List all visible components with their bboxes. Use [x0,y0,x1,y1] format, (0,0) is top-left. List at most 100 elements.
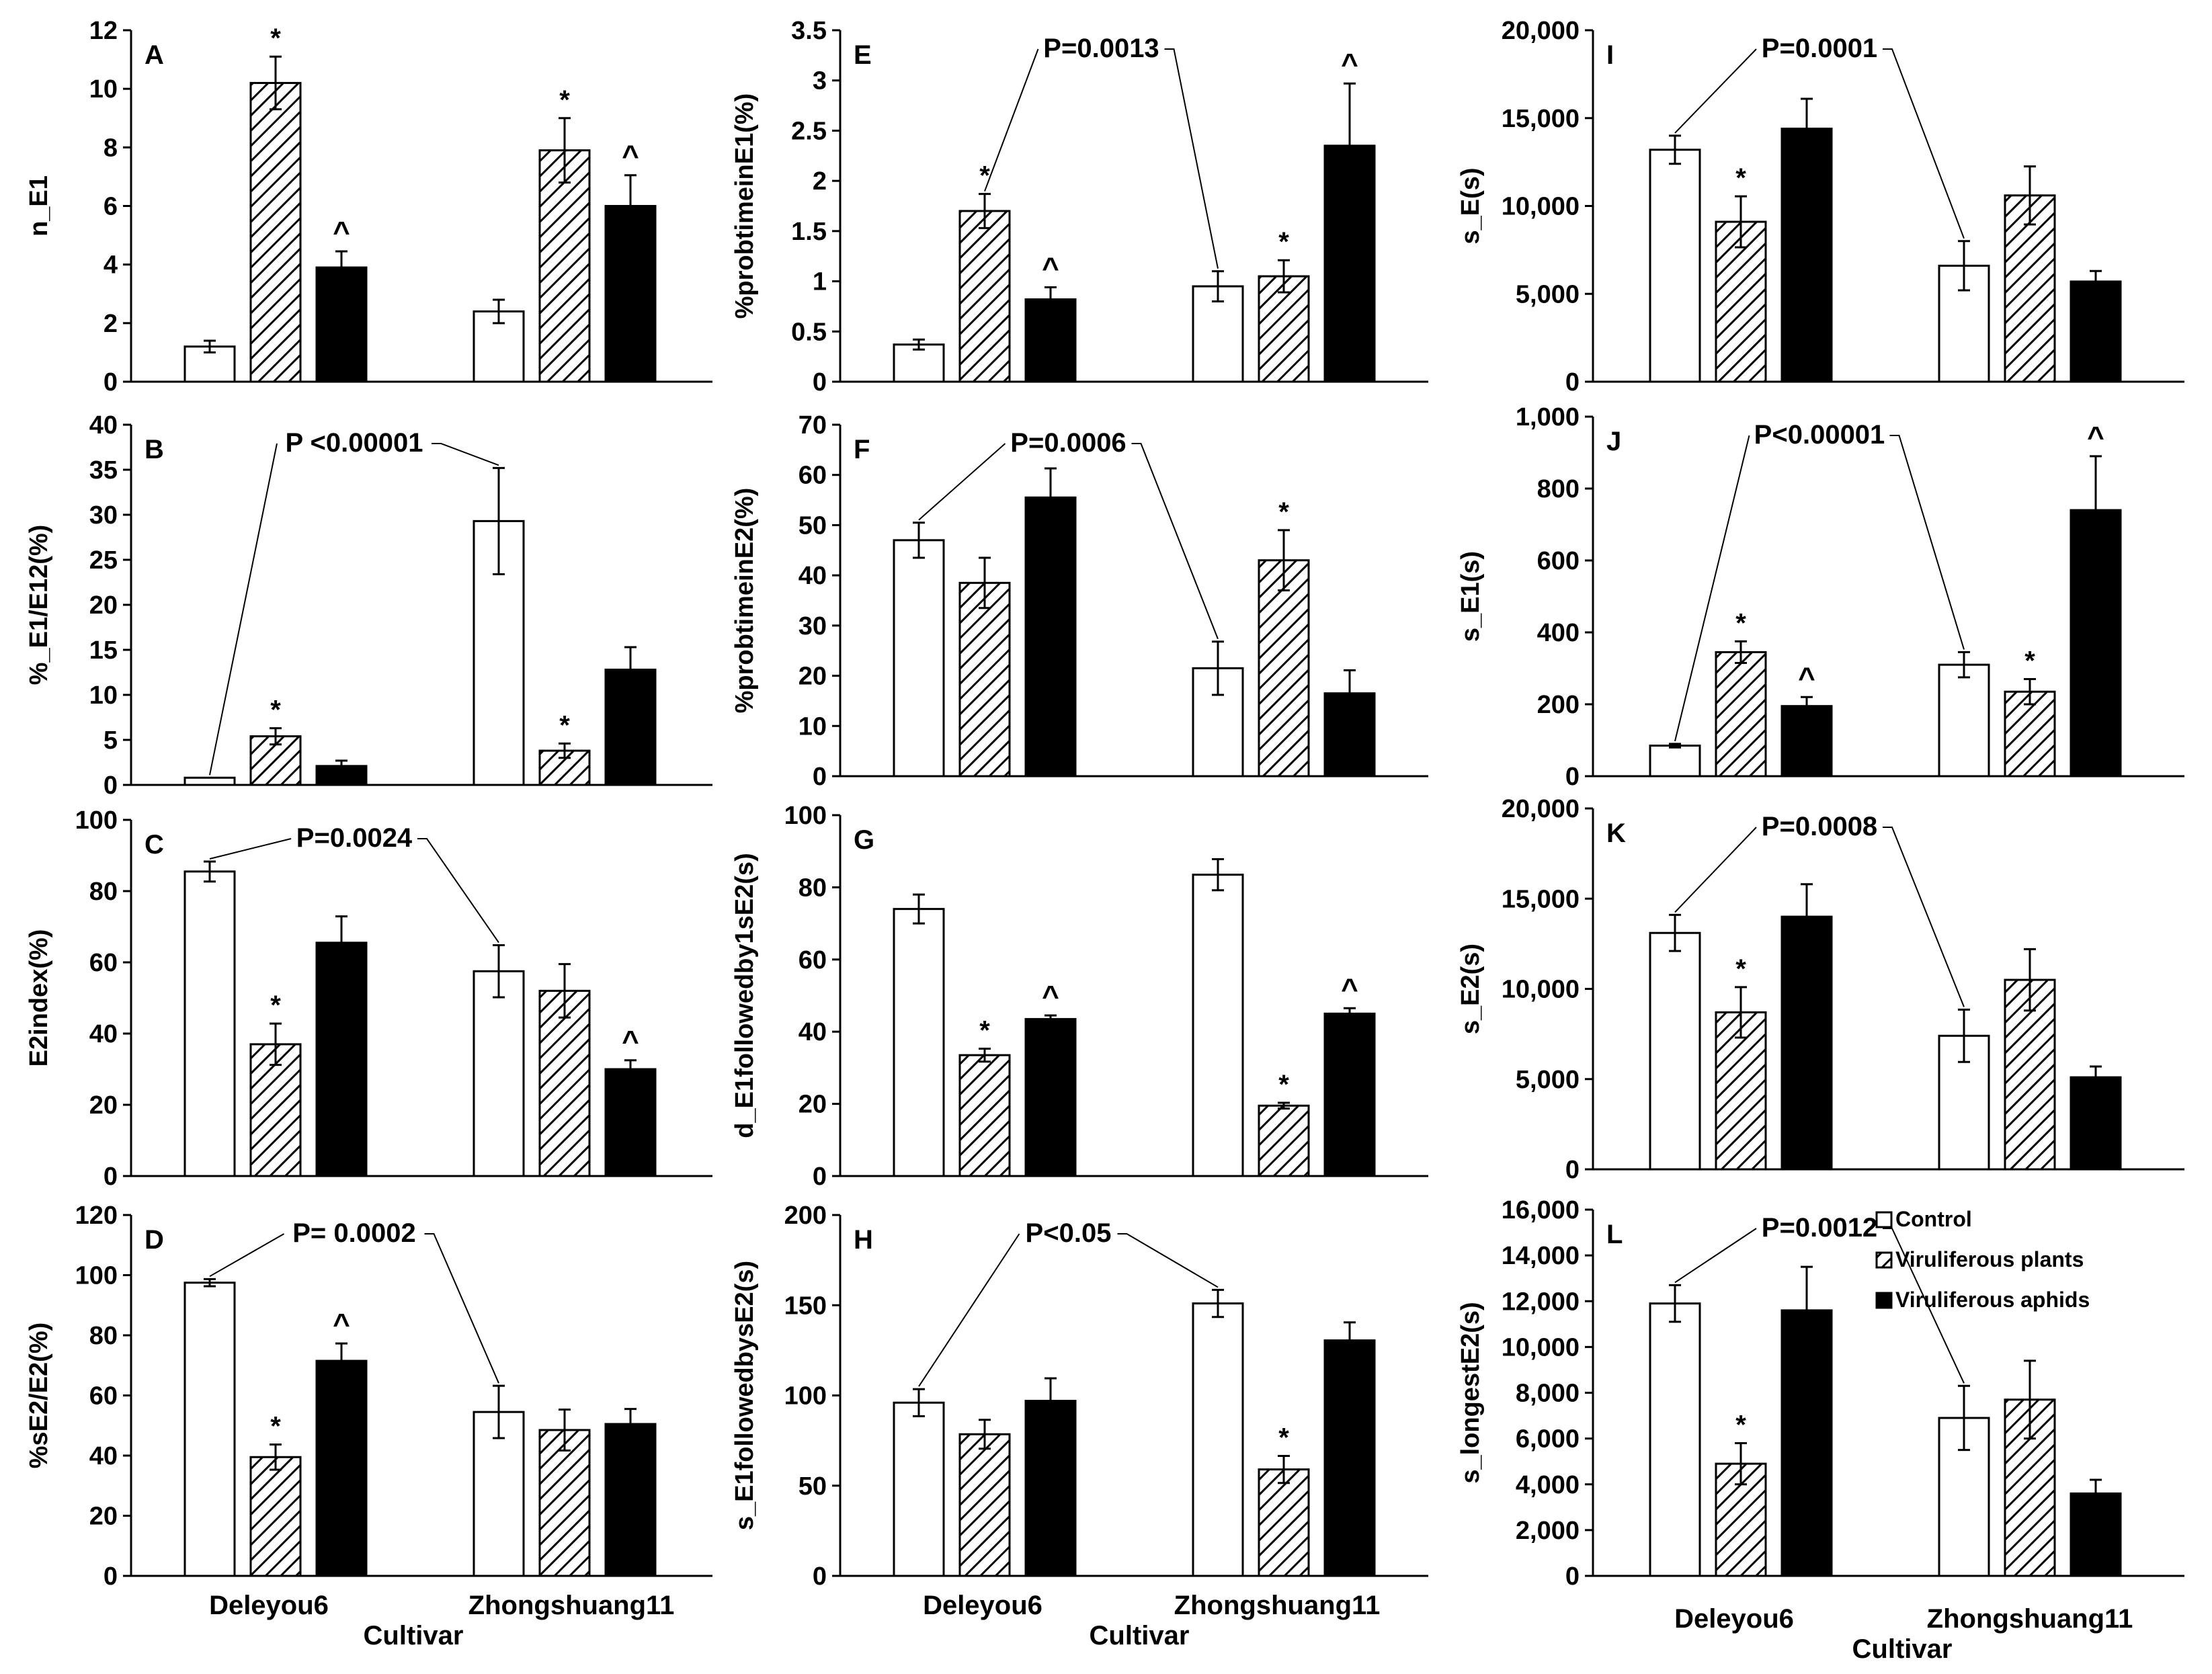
bar-control-zhongshuang11 [473,970,525,1177]
y-tick-label: 5,000 [1516,280,1580,308]
y-tick-label: 14,000 [1502,1242,1580,1270]
panel-label: I [1606,40,1614,70]
bar-viruliferous-aphids-zhongshuang11 [604,1068,657,1177]
error-bar [913,893,925,925]
error-bar [1958,240,1970,292]
panel-f: 0 10 20 30 40 50 60 70 %probtimeinE2(%) F * P=0.000… [731,411,1428,791]
error-bar [493,466,505,575]
bar-viruliferous-aphids-deleyou6 [315,1359,368,1577]
panel-l: 0 2,000 4,000 6,000 8,000 10,000 12,000 14,000 1… [1457,1196,2184,1591]
y-tick-label: 6,000 [1516,1425,1580,1454]
y-tick-label: 10 [89,75,118,103]
p-value-bracket: P= 0.0002 [209,1218,499,1384]
error-bar [335,915,347,970]
p-value-bracket: P<0.00001 [1674,420,1965,742]
panel-label: E [854,40,872,70]
y-tick-label: 20 [89,1091,118,1120]
error-bar [2090,1478,2102,1509]
panel-label: A [145,40,164,70]
panel-b: 0 5 10 15 20 25 30 35 40 %_E1/E12(%) B * * P <0.00001 [25,411,712,800]
y-tick-label: 20,000 [1502,17,1580,45]
y-tick-label: 50 [798,1472,827,1501]
error-bar [270,1443,282,1471]
p-value-label: P <0.00001 [285,428,423,458]
panel-k: 0 5,000 10,000 15,000 20,000 s_E2(s) K * P=0.000… [1457,795,2184,1184]
p-value-label: P=0.0013 [1043,34,1159,63]
y-tick-label: 0 [104,1562,118,1591]
error-bar [1278,529,1290,592]
x-axis-title-right: Cultivar [1852,1634,1953,1664]
error-bar [559,117,571,184]
p-value-label: P<0.00001 [1754,420,1885,450]
y-tick-label: 10 [89,681,118,710]
legend-label-viruliferous-plants: Viruliferous plants [1895,1247,2084,1271]
legend-swatch-control [1875,1211,1893,1228]
error-bar [624,1059,637,1079]
x-axis-title-mid: Cultivar [1090,1621,1190,1650]
error-bar [1212,858,1224,892]
y-axis-title: %sE2/E2(%) [25,1323,53,1469]
y-axis-title: %probtimeinE1(%) [731,93,759,319]
y-tick-label: 10,000 [1502,976,1580,1004]
error-bar [1344,1007,1356,1020]
y-tick-label: 30 [89,501,118,530]
bar-viruliferous-plants-deleyou6 [1715,651,1767,778]
y-tick-label: 80 [798,874,827,902]
bar-control-deleyou6 [1649,149,1701,383]
error-bar [1669,134,1681,165]
significance-star: * [270,1411,281,1441]
significance-star: * [559,710,570,740]
bar-viruliferous-plants-deleyou6 [958,581,1011,778]
significance-star: * [559,85,570,115]
y-tick-label: 0 [104,771,118,800]
error-bar [979,556,991,610]
error-bar [1278,1101,1290,1110]
panel-c: 0 20 40 60 80 100 E2index(%) C * ^ P=0.0024 [25,806,712,1191]
y-tick-label: 20 [798,663,827,691]
y-axis-title: s_E(s) [1457,167,1485,244]
error-bar [559,1409,571,1452]
y-tick-label: 4,000 [1516,1471,1580,1499]
error-bar [1801,97,1813,160]
p-value-label: P=0.0006 [1010,428,1126,458]
panel-a: 0 2 4 6 8 10 12 n_E1 A * * ^ ^ [25,17,712,396]
y-axis-title: s_E1(s) [1457,551,1485,642]
y-axis-title: n_E1 [25,175,53,237]
bar-control-deleyou6 [183,776,236,786]
y-tick-label: 40 [798,562,827,590]
error-bar [1044,467,1057,528]
bar-control-zhongshuang11 [1192,1302,1244,1577]
error-bar [1801,696,1813,716]
bar-viruliferous-plants-zhongshuang11 [2004,194,2056,383]
p-value-label: P=0.0012 [1762,1213,1877,1243]
y-axis-title: E2index(%) [25,929,53,1067]
bar-viruliferous-plants-zhongshuang11 [538,1429,591,1577]
bar-control-deleyou6 [183,1282,236,1577]
error-bar [493,298,505,325]
significance-caret: ^ [1341,972,1358,1005]
error-bar [1278,1454,1290,1484]
error-bar [1669,1284,1681,1323]
bar-viruliferous-aphids-deleyou6 [1780,127,1833,383]
x-category-labels: Deleyou6 Zhongshuang11 Cultivar Deleyou6… [209,1591,2133,1664]
y-tick-label: 40 [798,1018,827,1046]
significance-caret: ^ [2087,421,2104,454]
legend-swatch-viruliferous-aphids [1875,1292,1893,1309]
bar-viruliferous-aphids-deleyou6 [1024,496,1077,778]
y-tick-label: 0 [1565,1156,1580,1184]
y-tick-label: 10,000 [1502,1333,1580,1362]
significance-caret: ^ [1042,980,1059,1013]
error-bar [1044,1377,1057,1425]
significance-star: * [1278,1423,1289,1452]
significance-caret: ^ [333,216,350,249]
error-bar [204,339,216,353]
bar-viruliferous-plants-zhongshuang11 [1258,275,1310,383]
error-bar [1735,986,1747,1039]
y-tick-label: 0.5 [791,318,827,346]
significance-star: * [2024,646,2035,676]
y-tick-label: 25 [89,546,118,575]
error-bar [1212,640,1224,696]
significance-star: * [1278,1070,1289,1099]
y-tick-label: 20 [798,1091,827,1119]
significance-star: * [979,161,990,191]
